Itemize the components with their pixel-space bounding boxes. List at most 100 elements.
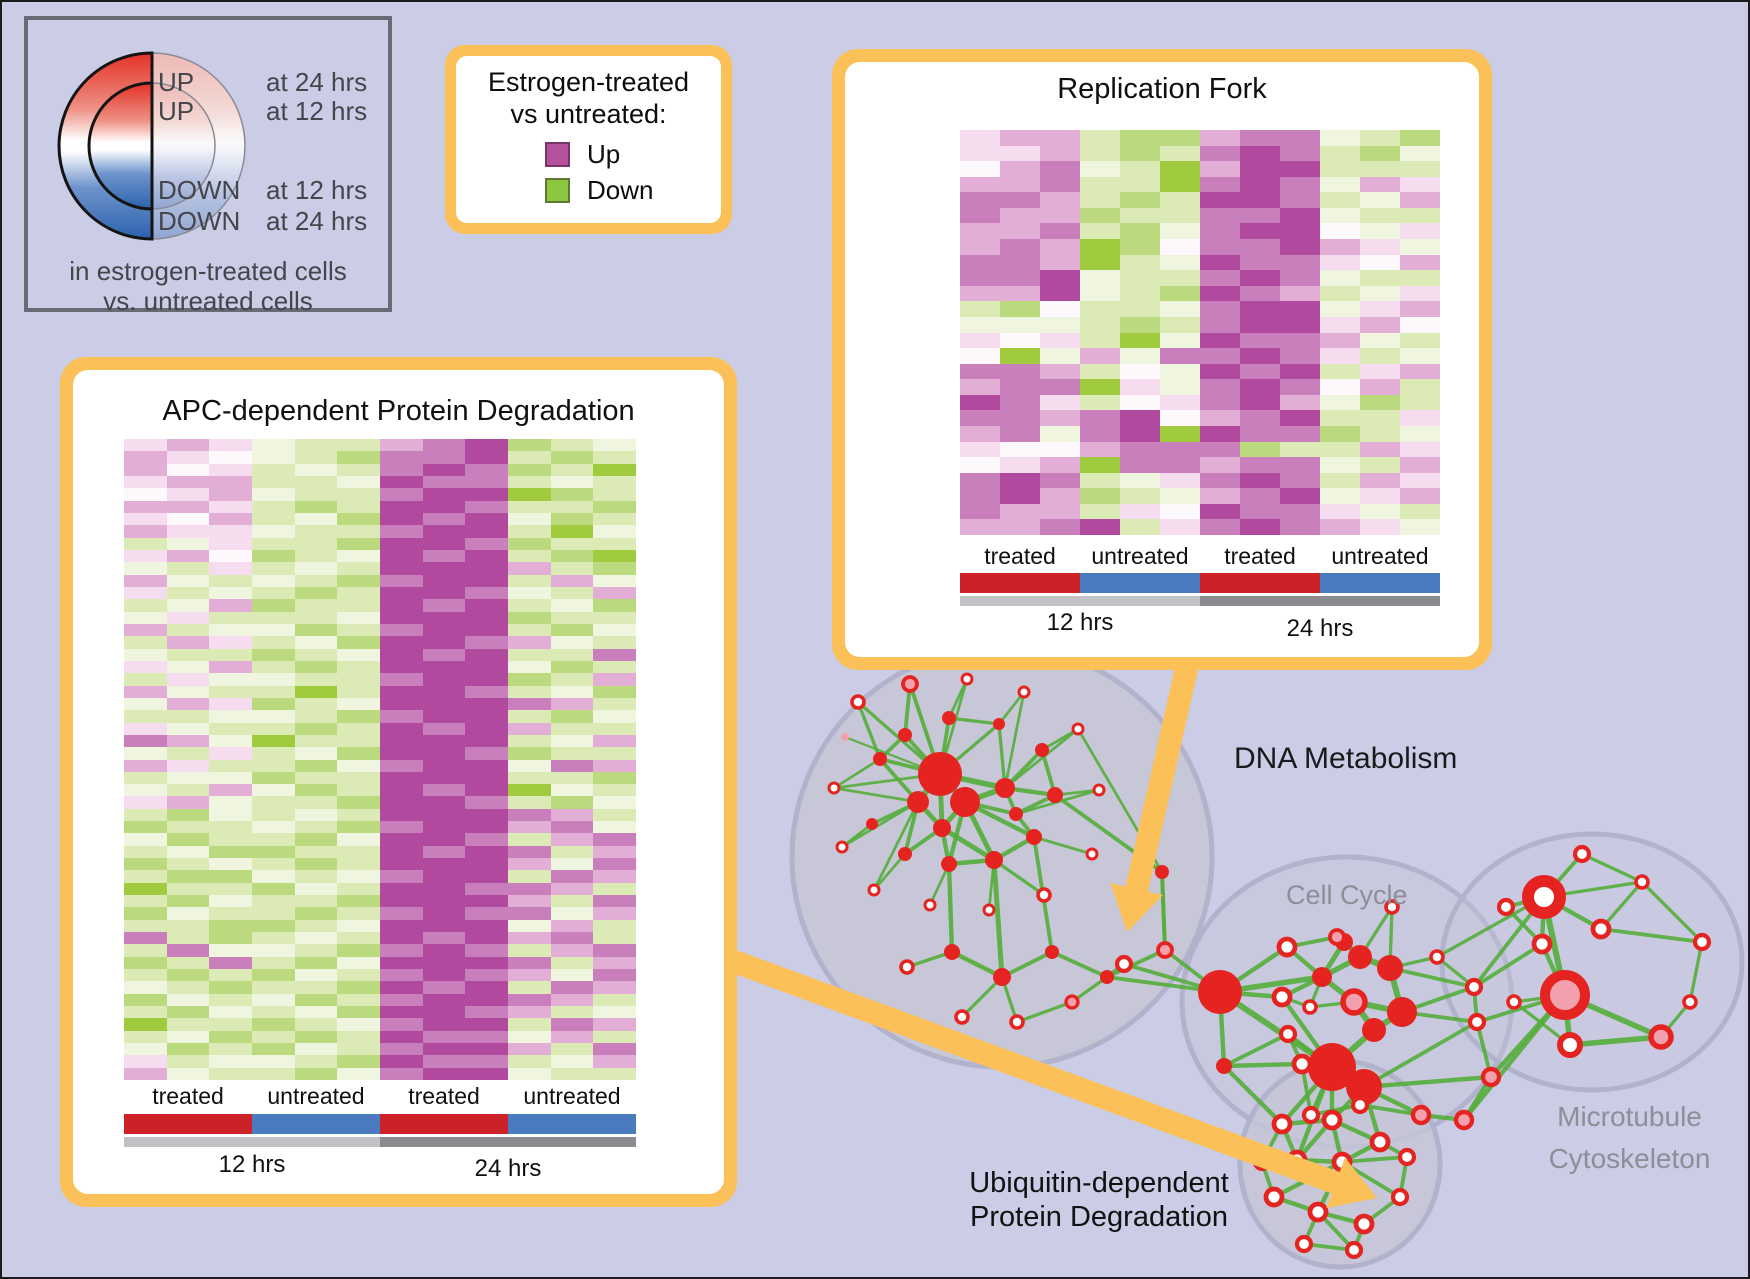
heatmap-cell [1240,223,1280,240]
heatmap-cell [294,747,338,760]
heatmap-cell [294,907,338,920]
heatmap-cell [380,463,423,476]
24hrs-bar [380,1137,636,1147]
heatmap-cell [1360,379,1400,395]
heatmap-cell [465,685,508,698]
heatmap-cell [422,796,466,809]
heatmap-cell [422,475,466,489]
heatmap-cell [337,611,380,624]
heatmap-cell [337,981,380,994]
heatmap-cell [508,882,551,896]
heatmap-cell [593,611,636,624]
network-node [1198,970,1242,1014]
heatmap-cell [209,821,252,834]
heatmap-cell [1320,161,1360,177]
network-node [1634,874,1650,890]
heatmap-cell [593,919,636,933]
heatmap-cell [593,821,636,834]
heatmap-cell [209,895,252,908]
heatmap-cell [380,1030,423,1044]
heatmap-cell [209,475,252,489]
heatmap-cell [294,796,338,809]
network-node [1692,932,1712,952]
heatmap-cell [465,734,508,748]
heatmap-cell [1200,410,1240,426]
heatmap-cell [252,660,295,674]
heatmap-cell [166,710,210,723]
network-node [1035,743,1049,757]
heatmap-cell [252,981,295,994]
heatmap-cell [1040,207,1080,224]
heatmap-cell [294,1018,338,1031]
heatmap-cell [593,1006,636,1019]
heatmap-cell [380,1043,423,1056]
heatmap-cell [422,562,466,575]
network-node [1263,1186,1285,1208]
heatmap-cell [1120,176,1160,193]
heatmap-cell [124,586,167,600]
heatmap-cell [124,1018,167,1031]
heatmap-cell [294,808,338,822]
heatmap-cell [1240,130,1280,146]
heatmap-cell [380,993,423,1007]
network-edge [1389,966,1475,989]
heatmap-cell [1000,316,1040,333]
heatmap-cell [1360,441,1400,458]
heatmap-cell [593,969,636,982]
heatmap-cell [1280,130,1320,146]
heatmap-cell [1080,332,1120,349]
heatmap-cell [1360,457,1400,473]
heatmap-cell [124,734,167,748]
heatmap-cell [294,1067,338,1080]
heatmap-cell [1120,223,1160,240]
heatmap-cell [1200,441,1240,458]
heatmap-cell [465,1055,508,1068]
heatmap-cell [337,1018,380,1031]
heatmap-cell [337,796,380,809]
heatmap-cell [550,488,594,501]
heatmap-cell [1000,441,1040,458]
heatmap-cell [337,623,380,637]
heatmap-cell [422,845,466,859]
heatmap-cell [252,1055,295,1068]
heatmap-cell [124,475,167,489]
network-node [1348,945,1372,969]
heatmap-cell [1320,239,1360,255]
heatmap-cell [1280,441,1320,458]
heatmap-cell [1040,161,1080,177]
heatmap-cell [124,1067,167,1080]
heatmap-cell [465,697,508,711]
heatmap-cell [1240,441,1280,458]
heatmap-cell [380,784,423,797]
heatmap-cell [337,537,380,550]
heatmap-cell [422,599,466,612]
heatmap-cell [550,1030,594,1044]
heatmap-cell [1320,394,1360,411]
heatmap-cell [1200,285,1240,302]
network-node [1464,977,1484,997]
heatmap-cell [960,301,1000,317]
heatmap-cell [1080,348,1120,364]
heatmap-cell [1400,145,1440,162]
heatmap-cell [209,1018,252,1031]
heatmap-cell [1320,145,1360,162]
heatmap-cell [1000,145,1040,162]
heatmap-cell [593,845,636,859]
heatmap-cell [1000,192,1040,208]
heatmap-cell [1240,176,1280,193]
heatmap-cell [1120,130,1160,146]
heatmap-cell [252,500,295,513]
heatmap-cell [508,648,551,661]
heatmap-cell [380,599,423,612]
heatmap-cell [550,808,594,822]
heatmap-cell [1040,363,1080,380]
heatmap-cell [465,907,508,920]
heatmap-cell [1320,270,1360,286]
cell-cycle-label: Cell Cycle [1286,880,1408,910]
heatmap-cell [465,870,508,883]
replication-fork-heatmap [960,130,1440,535]
12hrs-bar [124,1137,380,1147]
heatmap-cell [337,932,380,945]
heatmap-cell [1320,223,1360,240]
time-label-12hrs: 12 hrs [218,1151,286,1178]
